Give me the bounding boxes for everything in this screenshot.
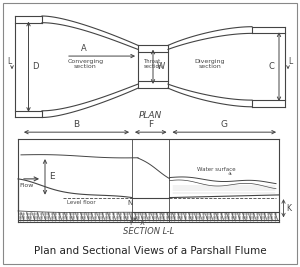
Text: B: B (74, 120, 80, 129)
Text: W: W (157, 62, 165, 71)
Text: Flow: Flow (20, 183, 34, 188)
Text: G: G (221, 120, 228, 129)
Text: SECTION L-L: SECTION L-L (123, 227, 174, 236)
Text: E: E (50, 172, 55, 181)
Text: N: N (128, 200, 133, 206)
Text: A: A (81, 44, 87, 53)
Text: Converging
section: Converging section (68, 59, 104, 69)
Text: Throat
section: Throat section (143, 59, 163, 69)
Text: D: D (32, 62, 39, 71)
Text: Y: Y (128, 220, 133, 226)
Text: K: K (286, 204, 292, 213)
Text: L: L (288, 57, 292, 66)
Text: Level floor: Level floor (67, 200, 95, 205)
Text: F: F (148, 120, 153, 129)
Text: C: C (268, 62, 274, 71)
Text: X: X (140, 220, 145, 226)
Text: PLAN: PLAN (138, 111, 162, 120)
Text: Water surface: Water surface (197, 167, 235, 172)
Text: L: L (8, 57, 12, 66)
Text: Plan and Sectional Views of a Parshall Flume: Plan and Sectional Views of a Parshall F… (34, 246, 266, 256)
Text: Diverging
section: Diverging section (195, 59, 225, 69)
